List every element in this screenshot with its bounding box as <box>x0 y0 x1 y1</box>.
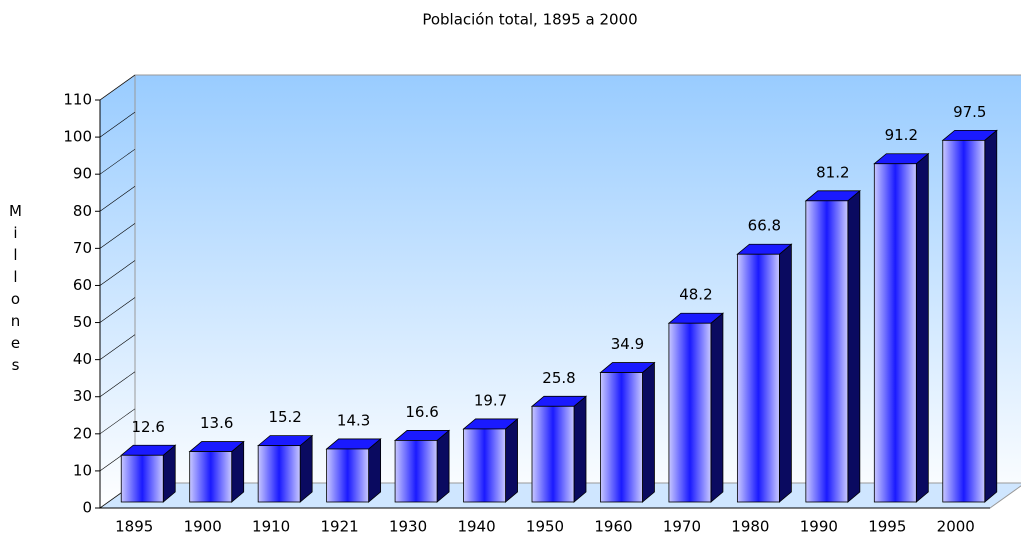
value-label: 66.8 <box>748 217 781 235</box>
bar <box>599 361 656 503</box>
y-axis-label: Millones <box>7 202 25 378</box>
x-tick-label: 1940 <box>457 518 495 536</box>
tick-depth <box>99 371 136 397</box>
value-label: 14.3 <box>337 411 370 429</box>
bar-front <box>257 445 301 503</box>
bar <box>530 395 588 503</box>
bar-side <box>368 438 382 503</box>
x-tick-label: 1960 <box>594 518 632 536</box>
bar <box>462 418 519 503</box>
x-tick-label: 2000 <box>937 518 975 536</box>
tick-depth <box>99 297 136 323</box>
value-label: 48.2 <box>679 286 712 304</box>
value-label: 12.6 <box>132 418 165 436</box>
bar-side <box>847 189 861 503</box>
bar-front <box>531 405 575 503</box>
bar-front <box>668 322 712 503</box>
bar <box>667 312 725 503</box>
value-label: 13.6 <box>200 414 233 432</box>
tick-depth <box>99 74 136 101</box>
x-tick-label: 1980 <box>731 518 769 536</box>
x-tick-label: 1970 <box>663 518 701 536</box>
y-tick-label: 50 <box>73 313 92 331</box>
bar-front <box>873 163 917 503</box>
y-tick-label: 20 <box>73 424 92 442</box>
bar-front <box>120 454 164 503</box>
bar <box>804 189 861 503</box>
bar <box>736 243 793 503</box>
tick-depth <box>99 260 136 286</box>
tick-depth <box>99 148 136 175</box>
bar-front <box>463 428 506 503</box>
bar-front <box>736 253 780 503</box>
bar <box>393 429 451 503</box>
value-label: 15.2 <box>268 408 301 426</box>
bar <box>325 438 382 503</box>
tick-depth <box>99 334 136 360</box>
y-tick-label: 10 <box>73 461 92 479</box>
y-tick-label: 40 <box>73 350 92 368</box>
x-tick-label: 1990 <box>800 518 838 536</box>
y-tick-label: 110 <box>63 91 92 109</box>
bar-front <box>394 440 438 503</box>
x-tick-label: 1950 <box>526 518 564 536</box>
bar-side <box>642 361 655 503</box>
bar-front <box>805 200 849 503</box>
bar-side <box>778 243 792 503</box>
bar <box>120 444 177 503</box>
value-label: 91.2 <box>885 126 918 144</box>
value-label: 81.2 <box>816 163 849 181</box>
bar-front <box>942 139 986 503</box>
x-tick-label: 1910 <box>252 518 290 536</box>
x-tick-label: 1995 <box>868 518 906 536</box>
value-label: 19.7 <box>474 391 507 409</box>
bar-front <box>189 451 233 503</box>
bar <box>257 434 314 503</box>
y-tick-label: 60 <box>73 276 92 294</box>
value-label: 16.6 <box>405 403 438 421</box>
x-tick-label: 1895 <box>115 518 153 536</box>
bar-side <box>505 418 518 503</box>
chart-title: Población total, 1895 a 2000 <box>422 11 637 29</box>
y-tick-label: 70 <box>73 239 92 257</box>
bar-side <box>710 312 724 503</box>
bar-side <box>231 440 245 503</box>
tick-depth <box>99 223 136 249</box>
x-tick-label: 1921 <box>321 518 359 536</box>
bar-side <box>436 429 450 503</box>
bar-side <box>984 129 998 503</box>
bar <box>941 129 998 503</box>
y-tick-label: 30 <box>73 387 92 405</box>
bar-side <box>299 434 313 503</box>
y-tick-label: 100 <box>63 128 92 146</box>
tick-depth <box>99 186 136 212</box>
x-tick-label: 1930 <box>389 518 427 536</box>
bar-front <box>326 448 370 503</box>
bar <box>188 440 245 503</box>
bar-side <box>573 395 587 503</box>
y-tick-label: 80 <box>73 202 92 220</box>
value-label: 25.8 <box>542 369 575 387</box>
bar <box>873 152 930 503</box>
value-label: 34.9 <box>611 335 644 353</box>
x-tick-label: 1900 <box>184 518 222 536</box>
tick-depth <box>99 408 136 435</box>
bar-side <box>915 152 929 503</box>
tick-depth <box>99 111 136 138</box>
y-tick-label: 0 <box>82 499 92 517</box>
y-tick-label: 90 <box>73 165 92 183</box>
value-label: 97.5 <box>953 103 986 121</box>
bar-front <box>600 372 643 503</box>
